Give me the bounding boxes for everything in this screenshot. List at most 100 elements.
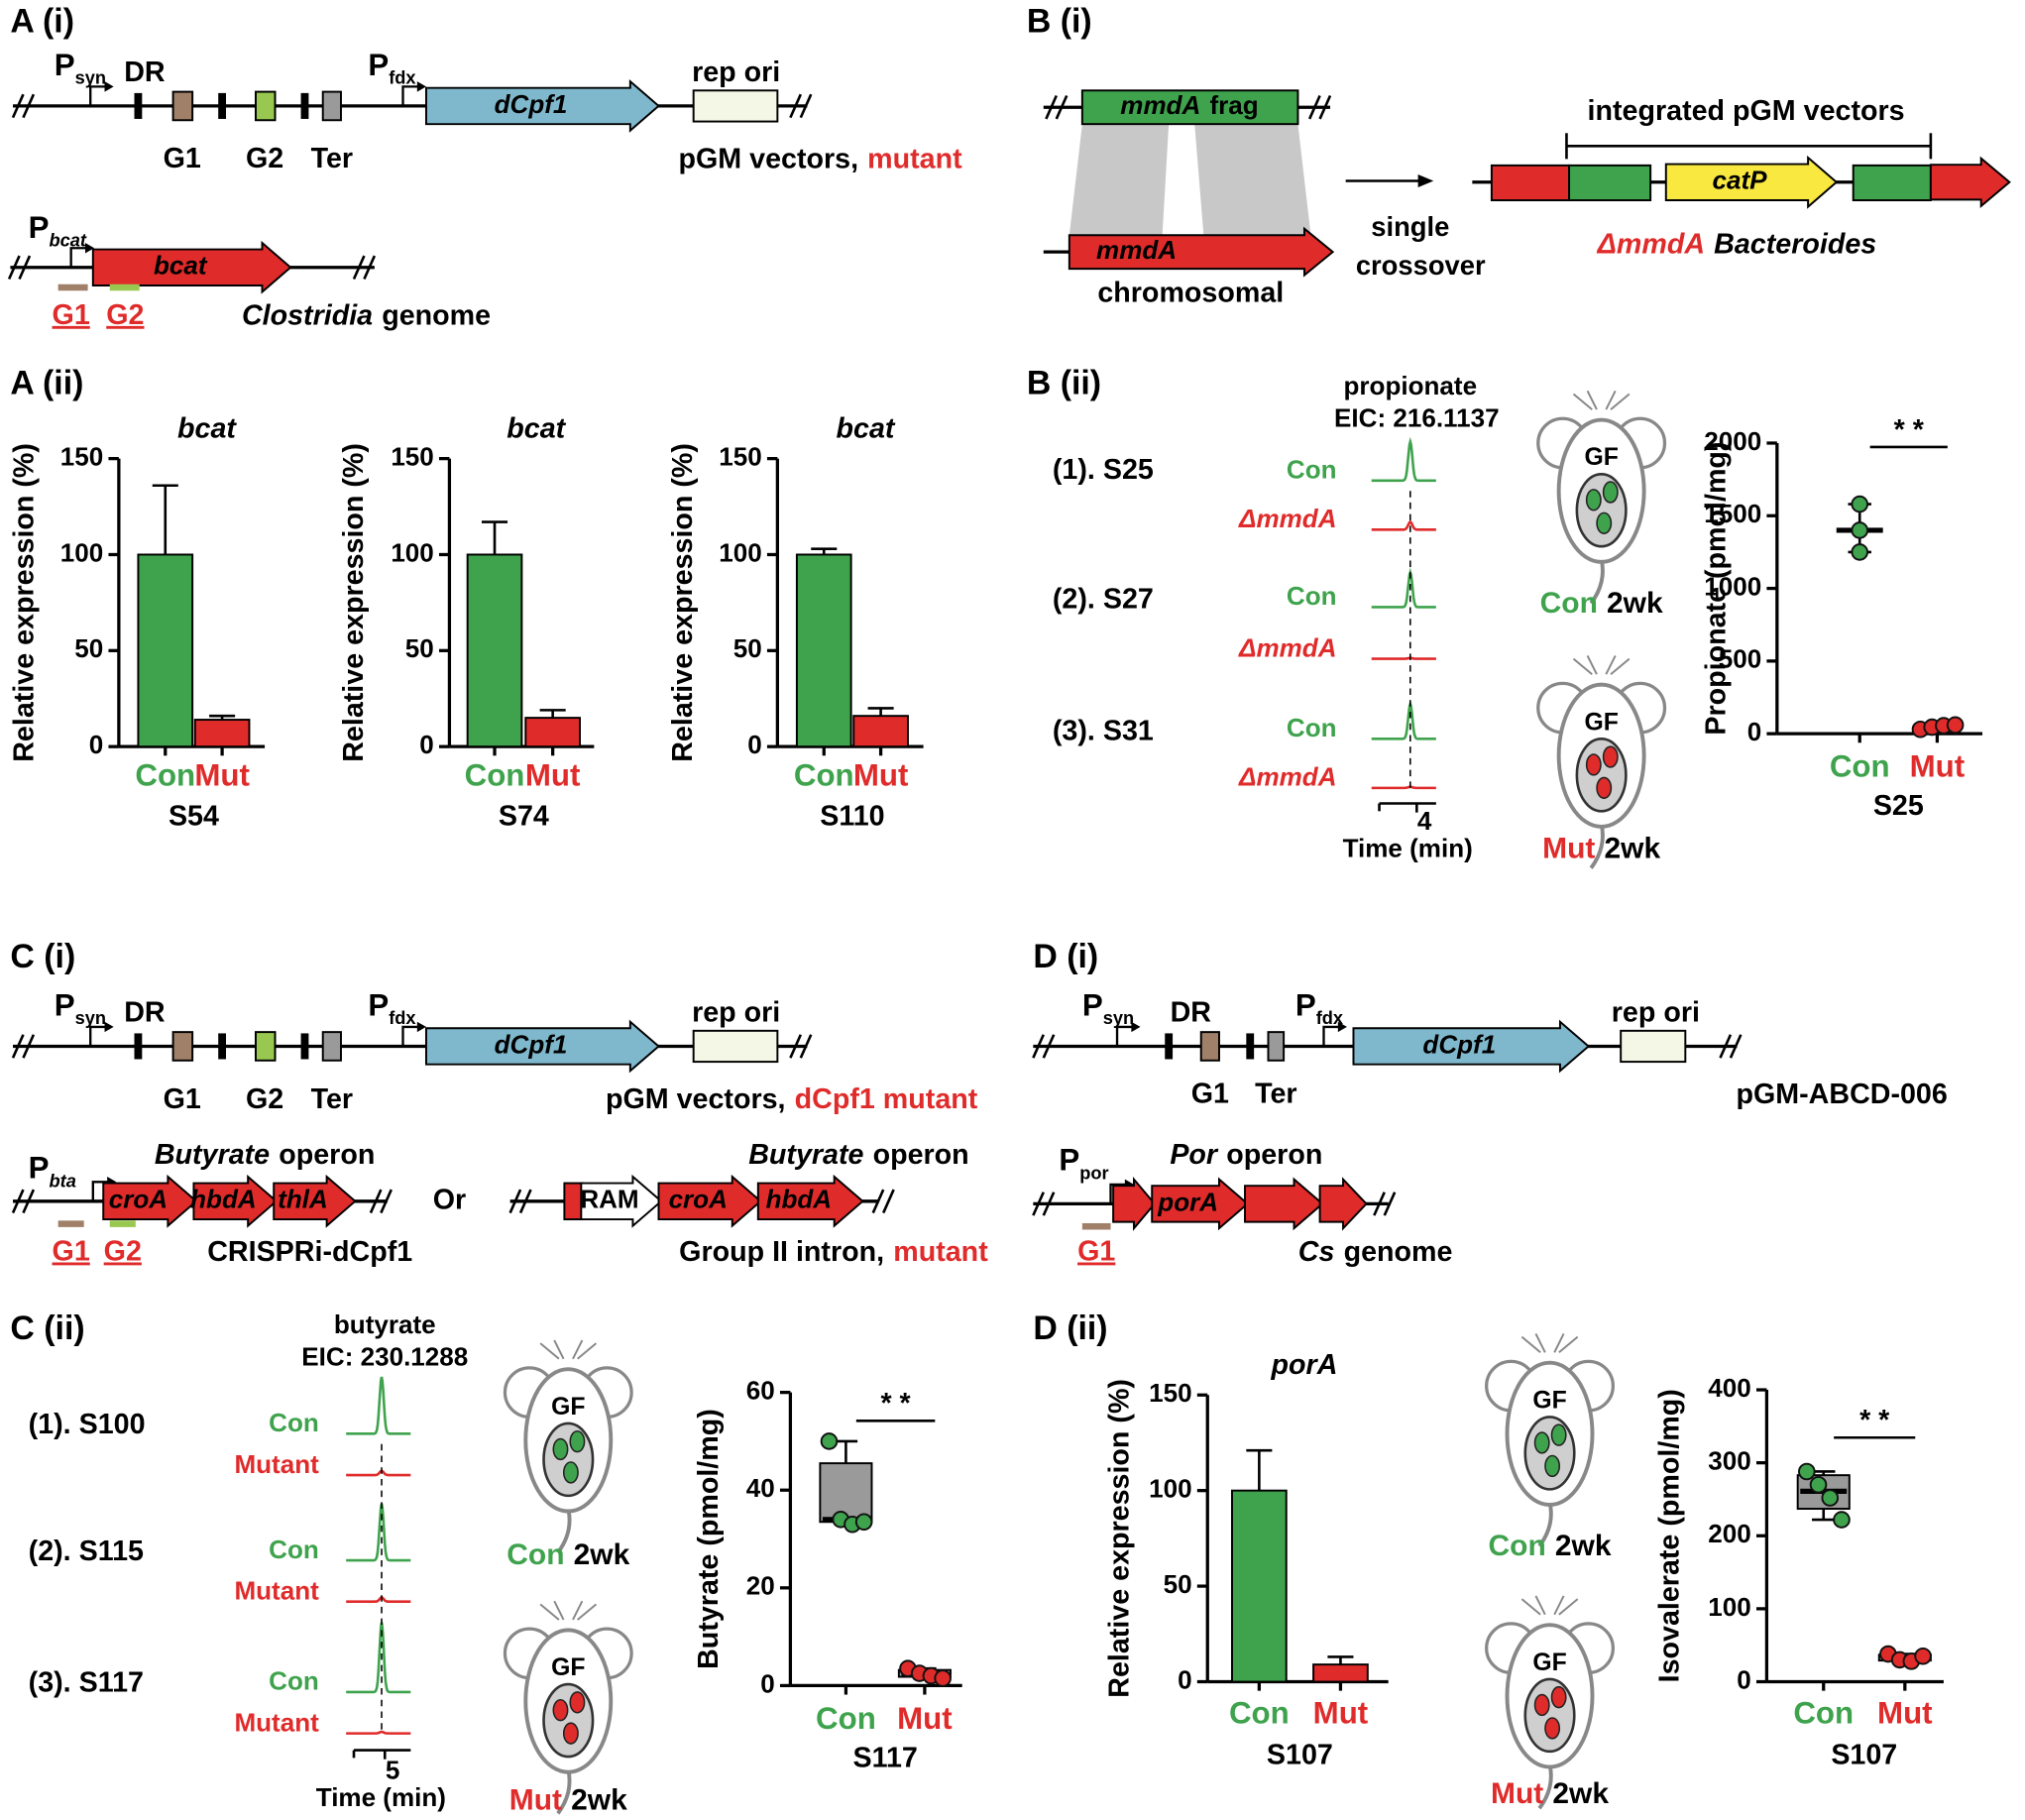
guide-label: G1	[164, 143, 201, 174]
whisker	[1558, 1598, 1579, 1616]
x-tick-label: Mut	[525, 758, 581, 793]
caption-part: Cs	[1298, 1236, 1335, 1268]
break-mark	[11, 1189, 25, 1214]
promoter-arrow	[89, 1025, 106, 1047]
gene-arrow	[1151, 1177, 1250, 1231]
dr-label: DR	[124, 996, 166, 1028]
whisker	[553, 1339, 565, 1360]
promoter-letter: P	[29, 210, 50, 245]
gut-bacterium	[1550, 1423, 1567, 1446]
direct-repeat	[218, 1033, 227, 1060]
break-mark	[22, 1034, 36, 1059]
whisker	[1534, 1595, 1546, 1616]
fragment-box	[1080, 89, 1299, 126]
y-tick-label: 0	[1178, 1664, 1192, 1694]
or-label: Or	[433, 1184, 466, 1215]
x-tick-label: Con	[1229, 1696, 1290, 1731]
guide-label: G2	[246, 143, 283, 174]
break-mark	[789, 93, 803, 119]
gene-arrow	[1244, 1177, 1324, 1231]
promoter-arrow-head	[84, 243, 95, 254]
trace	[346, 1469, 411, 1477]
guide-label: G2	[106, 299, 144, 331]
terminator-label: Ter	[311, 143, 353, 174]
x-tick-label: Con	[816, 1701, 876, 1736]
box	[819, 1462, 873, 1524]
panel-label: A (i)	[10, 2, 74, 40]
whisker	[1553, 1595, 1565, 1616]
group-time: 2wk	[1605, 832, 1661, 864]
gf-label: GF	[551, 1394, 585, 1421]
guide-box	[171, 1031, 194, 1062]
gene-arrow	[580, 1174, 663, 1228]
bar	[524, 717, 581, 748]
homology-region	[1069, 124, 1170, 236]
x-tick-label: Mut	[1877, 1696, 1933, 1731]
caption-part: operon	[279, 1139, 375, 1171]
y-tick-label: 500	[1719, 644, 1761, 674]
gut-bacterium	[1544, 1717, 1561, 1740]
guide-target	[57, 284, 88, 291]
homology-region	[1194, 124, 1311, 236]
break-mark	[799, 1034, 813, 1059]
group-time: 2wk	[571, 1784, 627, 1817]
data-point	[1821, 1489, 1840, 1507]
gut-bacterium	[1533, 1431, 1550, 1454]
x-tick-label: Con	[1793, 1696, 1854, 1731]
group-name: Mut	[509, 1784, 562, 1817]
caption-part: operon	[1226, 1139, 1322, 1171]
x-tick-label: Mut	[1910, 749, 1966, 784]
y-axis-label: Relative expression (%)	[338, 443, 370, 762]
promoter-letter: P	[1059, 1143, 1079, 1178]
chart-title: bcat	[506, 413, 566, 445]
gut-bacterium	[562, 1722, 579, 1745]
caption-part: CRISPRi-dCpf1	[207, 1236, 412, 1268]
gene-arrow	[1352, 1019, 1591, 1074]
direct-repeat	[300, 1033, 309, 1060]
gut-bacterium	[1602, 481, 1619, 504]
break-mark	[22, 93, 36, 119]
gut-bacterium	[1585, 753, 1602, 776]
promoter-label: Psyn	[1082, 988, 1134, 1028]
y-tick-label: 0	[1737, 1664, 1751, 1694]
caption: Cs genome	[1298, 1236, 1453, 1268]
caption: CRISPRi-dCpf1	[207, 1236, 412, 1268]
caption-part: ΔmmdA	[1597, 228, 1705, 260]
promoter-subscript: bta	[50, 1170, 76, 1191]
bar	[466, 553, 523, 748]
bar	[1231, 1489, 1288, 1683]
whisker	[1610, 657, 1631, 675]
gene-label: croA	[109, 1185, 168, 1214]
gut-bacterium	[1602, 745, 1619, 768]
guide-label: G1	[164, 1083, 201, 1115]
caption-part: Clostridia	[242, 299, 373, 331]
trace-label: Con	[1287, 581, 1337, 611]
promoter-arrow-head	[416, 81, 426, 92]
trace	[346, 1730, 411, 1735]
group-name: Con	[506, 1538, 564, 1571]
promoter-letter: P	[368, 988, 389, 1023]
group-label: Con 2wk	[1540, 587, 1663, 620]
whisker	[577, 1603, 598, 1621]
trace-label: Con	[269, 1408, 319, 1437]
direct-repeat	[1246, 1033, 1255, 1060]
group-time: 2wk	[1555, 1530, 1612, 1562]
y-axis-label: Propionate (pmol/mg)	[1700, 442, 1732, 736]
mouse-gut	[1575, 738, 1628, 813]
group-name: Con	[1489, 1530, 1546, 1562]
guide-label: G2	[246, 1083, 283, 1115]
whisker	[572, 1600, 584, 1621]
gene-label: thlA	[278, 1185, 328, 1214]
promoter-arrow-head	[416, 1021, 426, 1033]
caption: Group II intron, mutant	[679, 1236, 988, 1268]
guide-box	[255, 1031, 277, 1062]
panel-label: B (ii)	[1027, 364, 1101, 401]
break-mark	[1055, 94, 1069, 120]
break-mark	[352, 255, 366, 281]
whisker	[1605, 390, 1617, 410]
trace-label: Con	[1287, 455, 1337, 485]
bar	[137, 553, 194, 748]
insert-box	[1852, 164, 1932, 202]
